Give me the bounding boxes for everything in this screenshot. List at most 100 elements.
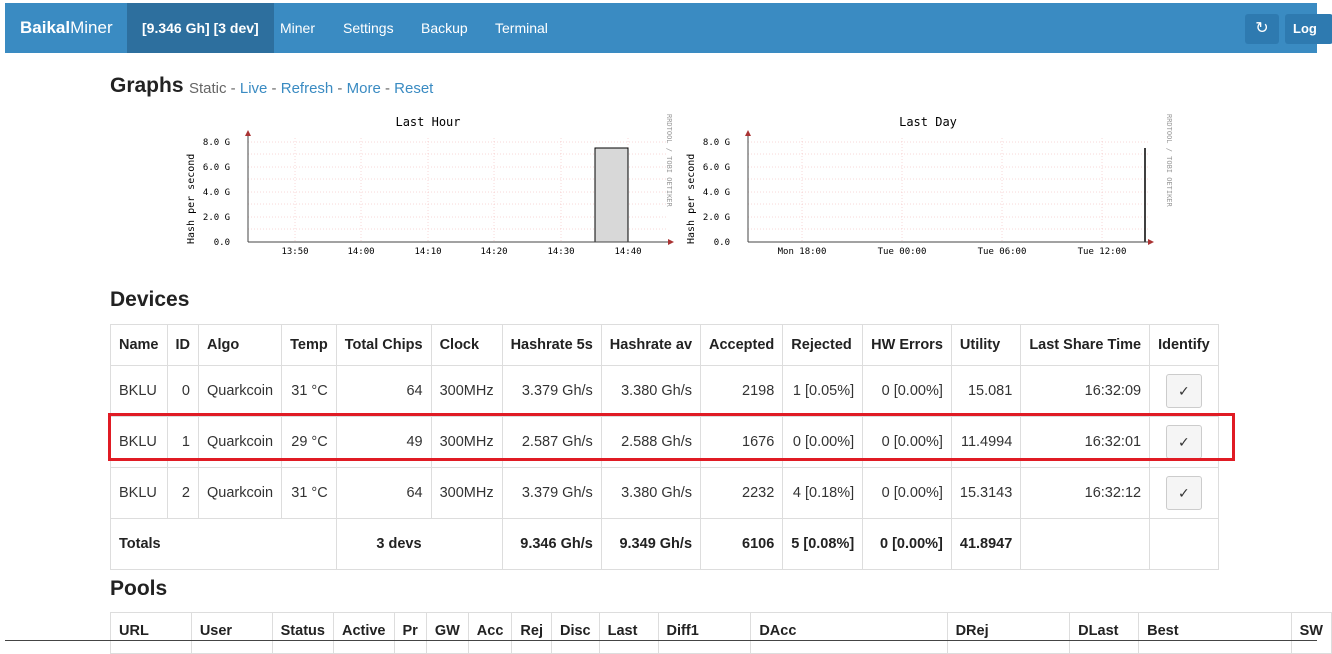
totals-devs: 3 devs <box>335 518 503 570</box>
totals-utility: 41.8947 <box>950 518 1022 570</box>
device-hashrate-5s: 3.379 Gh/s <box>501 467 602 519</box>
graph-day-ytick: 4.0 G <box>703 188 730 198</box>
device-hashrate-5s: 3.379 Gh/s <box>501 365 602 417</box>
col-last: Last <box>598 612 659 654</box>
graph-last-day: Last Day Hash per second RRDTOOL / TOBI … <box>680 108 1180 273</box>
nav-terminal[interactable]: Terminal <box>495 20 548 36</box>
device-utility: 15.3143 <box>950 467 1022 519</box>
graph-day-title: Last Day <box>899 115 957 129</box>
bottom-divider <box>5 640 1317 641</box>
graph-day-xtick: Mon 18:00 <box>778 247 827 257</box>
device-clock: 300MHz <box>430 467 503 519</box>
nav-settings[interactable]: Settings <box>343 20 394 36</box>
graph-hour-xtick: 14:10 <box>414 247 441 257</box>
identify-button[interactable]: ✓ <box>1165 374 1202 408</box>
pools-header-row: URL User Status Active Pr GW Acc Rej Dis… <box>110 612 1332 654</box>
device-id: 0 <box>166 365 199 417</box>
device-hw-errors: 0 [0.00%] <box>862 365 952 417</box>
graph-refresh-link[interactable]: Refresh <box>280 80 334 97</box>
nav-miner[interactable]: Miner <box>280 20 316 36</box>
highlight-box <box>108 413 1235 461</box>
identify-cell: ✓ <box>1149 365 1219 417</box>
logout-button[interactable]: Log <box>1285 14 1332 44</box>
device-clock: 300MHz <box>430 365 503 417</box>
col-status: Status <box>271 612 334 654</box>
col-drej: DRej <box>946 612 1071 654</box>
device-rejected: 4 [0.18%] <box>782 467 864 519</box>
graph-hour-title: Last Hour <box>395 115 460 129</box>
device-algo: Quarkcoin <box>197 365 283 417</box>
brand-logo[interactable]: BaikalMiner <box>20 18 113 37</box>
graph-hour-ytick: 6.0 G <box>203 163 230 173</box>
graph-hour-xtick: 14:20 <box>480 247 507 257</box>
devices-title: Devices <box>110 288 190 311</box>
col-temp: Temp <box>281 324 337 366</box>
totals-empty <box>1020 518 1151 570</box>
device-rejected: 1 [0.05%] <box>782 365 864 417</box>
graph-hour-ytick: 8.0 G <box>203 138 230 148</box>
col-sw: SW <box>1290 612 1332 654</box>
device-temp: 31 °C <box>281 365 337 417</box>
col-gw: GW <box>425 612 469 654</box>
graph-day-ytick: 6.0 G <box>703 163 730 173</box>
totals-row: Totals 3 devs 9.346 Gh/s 9.349 Gh/s 6106… <box>110 518 1219 570</box>
refresh-button[interactable]: ↻ <box>1245 14 1279 44</box>
totals-hw-errors: 0 [0.00%] <box>862 518 952 570</box>
device-accepted: 2232 <box>700 467 784 519</box>
graph-hour-ytick: 2.0 G <box>203 213 230 223</box>
col-user: User <box>190 612 273 654</box>
totals-accepted: 6106 <box>700 518 784 570</box>
graph-hour-watermark: RRDTOOL / TOBI OETIKER <box>665 114 673 208</box>
graphs-title: Graphs <box>110 74 184 97</box>
device-chips: 64 <box>335 365 432 417</box>
graph-reset-link[interactable]: Reset <box>394 80 434 97</box>
graph-day-ytick: 0.0 <box>714 238 730 248</box>
identify-cell: ✓ <box>1149 467 1219 519</box>
col-hashrate-5s: Hashrate 5s <box>501 324 602 366</box>
col-best: Best <box>1138 612 1292 654</box>
graph-hour-xtick: 13:50 <box>281 247 308 257</box>
device-last-share: 16:32:09 <box>1020 365 1151 417</box>
device-accepted: 2198 <box>700 365 784 417</box>
graph-more-link[interactable]: More <box>346 80 381 97</box>
device-temp: 31 °C <box>281 467 337 519</box>
col-rej: Rej <box>511 612 552 654</box>
device-hashrate-av: 3.380 Gh/s <box>600 365 702 417</box>
table-row: BKLU 2 Quarkcoin 31 °C 64 300MHz 3.379 G… <box>110 467 1219 519</box>
totals-rejected: 5 [0.08%] <box>782 518 864 570</box>
device-name: BKLU <box>110 365 168 417</box>
graph-day-watermark: RRDTOOL / TOBI OETIKER <box>1165 114 1173 208</box>
col-dlast: DLast <box>1069 612 1140 654</box>
totals-label: Totals <box>110 518 337 570</box>
graph-hour-xtick: 14:00 <box>347 247 374 257</box>
table-row: BKLU 0 Quarkcoin 31 °C 64 300MHz 3.379 G… <box>110 365 1219 417</box>
graph-hour-ylabel: Hash per second <box>186 154 197 244</box>
col-rejected: Rejected <box>782 324 864 366</box>
device-hw-errors: 0 [0.00%] <box>862 467 952 519</box>
device-name: BKLU <box>110 467 168 519</box>
identify-button[interactable]: ✓ <box>1165 476 1202 510</box>
col-url: URL <box>110 612 192 654</box>
col-hw-errors: HW Errors <box>862 324 952 366</box>
graph-day-xtick: Tue 00:00 <box>878 247 927 257</box>
graph-live-link[interactable]: Live <box>239 80 268 97</box>
graph-hour-xtick: 14:40 <box>614 247 641 257</box>
graph-day-ytick: 8.0 G <box>703 138 730 148</box>
col-total-chips: Total Chips <box>335 324 432 366</box>
pools-table: URL User Status Active Pr GW Acc Rej Dis… <box>110 612 1332 654</box>
col-identify: Identify <box>1149 324 1219 366</box>
graph-hour-ytick: 4.0 G <box>203 188 230 198</box>
navbar: BaikalMiner [9.346 Gh] [3 dev] Miner Set… <box>5 3 1332 53</box>
nav-backup[interactable]: Backup <box>421 20 468 36</box>
graph-last-hour: Last Hour Hash per second RRDTOOL / TOBI… <box>180 108 680 273</box>
graph-links: Static - Live - Refresh - More - Reset <box>189 80 434 97</box>
pools-title: Pools <box>110 577 168 600</box>
nav-summary[interactable]: [9.346 Gh] [3 dev] <box>127 3 274 53</box>
device-algo: Quarkcoin <box>197 467 283 519</box>
col-diff1: Diff1 <box>657 612 752 654</box>
col-dacc: DAcc <box>750 612 948 654</box>
graph-day-xtick: Tue 06:00 <box>978 247 1027 257</box>
device-hashrate-av: 3.380 Gh/s <box>600 467 702 519</box>
totals-empty <box>1149 518 1219 570</box>
col-utility: Utility <box>950 324 1022 366</box>
